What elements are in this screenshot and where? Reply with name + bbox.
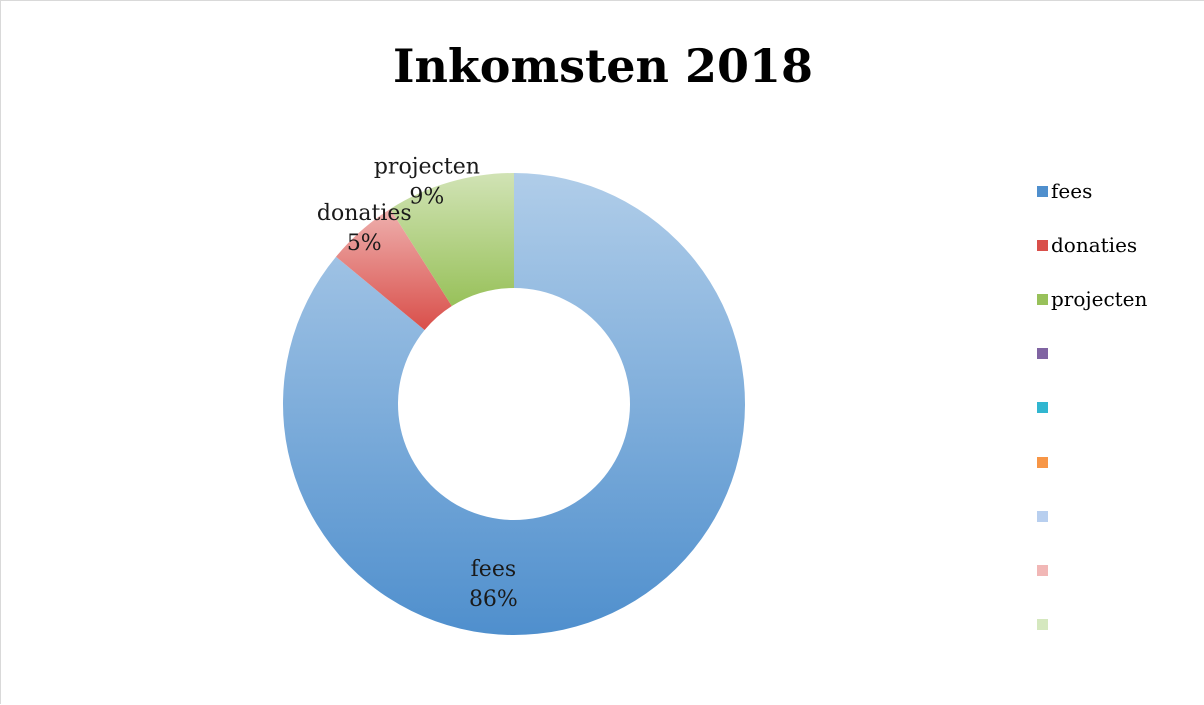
- slice-fees: [283, 173, 745, 635]
- legend-swatch: [1037, 293, 1048, 305]
- legend-swatch: [1037, 510, 1048, 522]
- legend-label: donaties: [1051, 233, 1138, 258]
- legend-entry: [1037, 396, 1051, 420]
- legend-swatch: [1037, 564, 1048, 576]
- legend-entry: [1037, 504, 1051, 528]
- legend-entry: projecten: [1037, 287, 1147, 311]
- legend-swatch: [1037, 402, 1048, 414]
- legend-entry: [1037, 613, 1051, 637]
- legend-entry: fees: [1037, 179, 1092, 203]
- chart-title: Inkomsten 2018: [392, 39, 814, 93]
- legend-swatch: [1037, 239, 1048, 251]
- data-label-fees: fees 86%: [469, 557, 518, 612]
- legend-entry: donaties: [1037, 233, 1137, 257]
- legend-entry: [1037, 342, 1051, 366]
- legend-label: projecten: [1051, 287, 1148, 312]
- slice-donaties: [336, 208, 452, 331]
- legend-label: fees: [1051, 179, 1093, 203]
- legend-swatch: [1037, 619, 1048, 631]
- slice-projecten: [390, 173, 514, 307]
- data-label-projecten: projecten 9%: [374, 155, 480, 210]
- legend-entry: [1037, 558, 1051, 582]
- legend-swatch: [1037, 456, 1048, 468]
- legend-swatch: [1037, 185, 1048, 197]
- data-label-donaties: donaties 5%: [317, 201, 412, 256]
- legend-entry: [1037, 450, 1051, 474]
- legend-swatch: [1037, 348, 1048, 360]
